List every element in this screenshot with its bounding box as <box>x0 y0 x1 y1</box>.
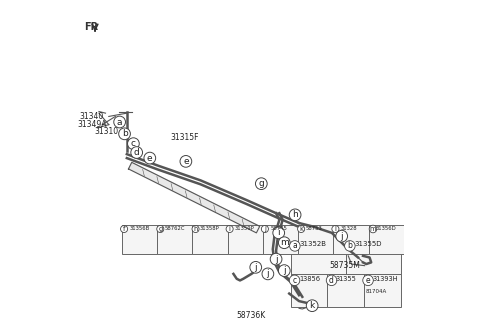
Text: j: j <box>340 232 343 241</box>
Text: i: i <box>277 228 280 237</box>
Bar <box>263 225 298 254</box>
Text: 31393H: 31393H <box>372 276 398 282</box>
Text: j: j <box>283 266 286 275</box>
Bar <box>327 274 364 307</box>
Text: d: d <box>134 148 140 157</box>
Text: b: b <box>121 129 127 138</box>
Text: k: k <box>310 301 315 310</box>
Text: d: d <box>329 276 334 285</box>
Text: 31352B: 31352B <box>299 241 326 247</box>
Bar <box>364 274 401 307</box>
Text: a: a <box>292 241 297 250</box>
Text: 58762C: 58762C <box>164 226 185 231</box>
Text: 58736K: 58736K <box>237 311 266 319</box>
Text: 31356B: 31356B <box>129 226 149 231</box>
Text: FR: FR <box>84 22 98 31</box>
Bar <box>346 239 401 274</box>
Text: b: b <box>348 241 352 250</box>
Text: e: e <box>147 154 153 163</box>
Text: 58735M: 58735M <box>330 261 360 270</box>
Text: 31358P: 31358P <box>200 226 219 231</box>
Text: j: j <box>266 269 269 278</box>
Bar <box>291 274 327 307</box>
Text: 13856: 13856 <box>299 276 320 282</box>
Bar <box>334 225 369 254</box>
Text: l: l <box>335 226 336 232</box>
Text: 58753: 58753 <box>305 226 322 231</box>
Text: m: m <box>280 238 288 247</box>
Bar <box>369 225 404 254</box>
Text: a: a <box>117 117 122 127</box>
Text: h: h <box>193 226 198 232</box>
Bar <box>157 225 192 254</box>
Text: i: i <box>228 226 230 232</box>
Text: c: c <box>131 139 136 148</box>
Text: 31315F: 31315F <box>170 133 199 142</box>
Text: e: e <box>183 157 189 166</box>
Text: j: j <box>275 255 277 264</box>
Polygon shape <box>129 162 260 233</box>
Text: 81704A: 81704A <box>366 289 387 294</box>
Text: 31340: 31340 <box>80 112 104 121</box>
Text: 31355: 31355 <box>336 276 357 282</box>
Text: e: e <box>366 276 371 285</box>
Text: 58745: 58745 <box>270 226 287 231</box>
Text: 31355D: 31355D <box>354 241 382 247</box>
Bar <box>122 225 157 254</box>
Text: h: h <box>292 210 298 219</box>
Text: 31310: 31310 <box>95 128 119 136</box>
Bar <box>291 239 346 274</box>
Bar <box>192 225 228 254</box>
Text: 31349A: 31349A <box>77 120 107 129</box>
Text: c: c <box>292 276 297 285</box>
Text: j: j <box>264 226 266 232</box>
Text: g: g <box>158 226 162 232</box>
Text: 31356D: 31356D <box>376 226 396 231</box>
Text: 31328: 31328 <box>341 226 357 231</box>
Text: j: j <box>254 263 257 272</box>
Text: g: g <box>258 179 264 188</box>
Text: 31359P: 31359P <box>235 226 255 231</box>
Bar <box>228 225 263 254</box>
Text: k: k <box>299 226 303 232</box>
Bar <box>298 225 334 254</box>
Text: m: m <box>370 226 376 232</box>
Text: f: f <box>123 226 125 232</box>
